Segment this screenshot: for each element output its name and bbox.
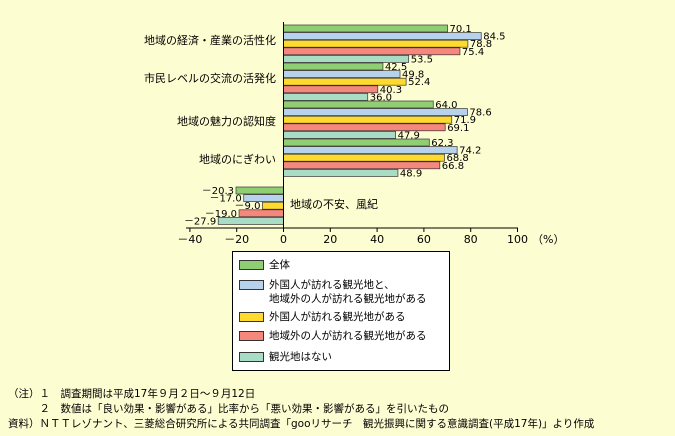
value-label: 78.8 — [470, 39, 492, 50]
x-tick-label: －20 — [224, 233, 249, 246]
category-label: 市民レベルの交流の活発化 — [144, 71, 276, 85]
bar — [283, 24, 448, 33]
value-label: 49.8 — [402, 70, 424, 81]
bars-layer — [217, 24, 482, 225]
bar — [283, 100, 434, 109]
value-label: －20.3 — [202, 186, 234, 197]
value-label: 64.0 — [435, 100, 457, 111]
bar — [235, 186, 284, 195]
category-labels-layer: 地域の経済・産業の活性化市民レベルの交流の活発化地域の魅力の認知度地域のにぎわい… — [144, 33, 378, 211]
legend-item: 地域外の人が訪れる観光地がある — [239, 329, 427, 343]
value-label: 78.6 — [469, 108, 491, 119]
value-label: 42.5 — [385, 62, 407, 73]
x-tick-label: 80 — [464, 233, 478, 246]
legend-swatch — [239, 352, 264, 362]
x-ticks-layer: －40 －20 0 20 40 60 80 100 — [177, 228, 528, 246]
legend-item: 全体 — [239, 258, 290, 272]
value-label: 47.9 — [398, 130, 420, 141]
value-label: 71.9 — [454, 115, 476, 126]
value-labels-layer: 70.1 84.578.875.4 53.5 42.549.852.4 40.336.0… — [184, 24, 506, 227]
value-label: －27.9 — [184, 216, 216, 227]
bar — [283, 47, 461, 56]
legend-item: 観光地はない — [239, 350, 332, 364]
legend-label: 外国人が訪れる観光地がある — [269, 311, 406, 323]
x-tick-label: 40 — [370, 233, 384, 246]
value-label: 36.0 — [370, 92, 392, 103]
note-line-1: （注）１ 調査期間は平成17年９月２日～９月12日 — [8, 388, 256, 400]
value-label: 68.8 — [446, 153, 468, 164]
bar — [283, 115, 453, 124]
value-label: －9.0 — [235, 201, 261, 212]
bar — [283, 131, 396, 139]
bar — [283, 62, 384, 71]
legend-swatch — [239, 312, 264, 322]
notes: （注）１ 調査期間は平成17年９月２日～９月12日 ２ 数値は「良い効果・影響が… — [8, 387, 594, 432]
bar — [283, 123, 446, 132]
bar — [283, 93, 369, 101]
legend-label: 外国人が訪れる観光地と、 地域外の人が訪れる観光地がある — [269, 279, 427, 305]
value-label: 48.9 — [400, 168, 422, 179]
value-label: 75.4 — [462, 47, 484, 58]
x-tick-label: 100 — [507, 233, 528, 246]
note-line-3: 資料）ＮＴＴレゾナント、三菱総合研究所による共同調査「gooリサーチ 観光振興に… — [8, 418, 595, 430]
value-label: 70.1 — [450, 24, 472, 35]
category-label: 地域のにぎわい — [199, 152, 276, 166]
legend: 全体外国人が訪れる観光地と、 地域外の人が訪れる観光地がある外国人が訪れる観光地… — [232, 251, 450, 371]
x-tick-label: －40 — [177, 233, 202, 246]
value-label: －19.0 — [205, 209, 237, 220]
x-tick-label: 20 — [323, 233, 337, 246]
value-label: 40.3 — [380, 85, 402, 96]
category-label: 地域の魅力の認知度 — [177, 114, 276, 128]
category-label: 地域の不安、風紀 — [290, 197, 378, 211]
legend-item: 外国人が訪れる観光地がある — [239, 310, 406, 324]
legend-swatch — [239, 331, 264, 341]
note-line-2: ２ 数値は「良い効果・影響がある」比率から「悪い効果・影響がある」を引いたもの — [8, 403, 449, 415]
value-label: 74.2 — [459, 146, 481, 157]
value-label: 84.5 — [483, 32, 505, 43]
bar — [283, 153, 445, 162]
bar — [283, 169, 399, 177]
value-label: 52.4 — [408, 77, 430, 88]
legend-swatch — [239, 260, 264, 270]
value-label: 66.8 — [442, 161, 464, 172]
bar — [283, 70, 401, 78]
x-tick-label: 0 — [280, 233, 287, 246]
value-label: －17.0 — [209, 194, 241, 205]
value-label: 62.3 — [431, 138, 453, 149]
x-tick-label: 60 — [417, 233, 431, 246]
bar — [283, 39, 469, 48]
value-label: 69.1 — [447, 123, 469, 134]
legend-label: 全体 — [269, 259, 290, 271]
bar — [262, 201, 284, 210]
legend-label: 観光地はない — [269, 351, 332, 363]
value-label: 53.5 — [411, 54, 433, 65]
category-label: 地域の経済・産業の活性化 — [144, 33, 276, 47]
legend-item: 外国人が訪れる観光地と、 地域外の人が訪れる観光地がある — [239, 278, 427, 306]
bar-chart: 70.1 84.578.875.4 53.5 42.549.852.4 40.336.0… — [144, 22, 564, 246]
x-unit-label: （%） — [532, 233, 564, 246]
legend-swatch — [239, 280, 264, 290]
bar — [283, 85, 379, 94]
legend-label: 地域外の人が訪れる観光地がある — [269, 330, 427, 342]
